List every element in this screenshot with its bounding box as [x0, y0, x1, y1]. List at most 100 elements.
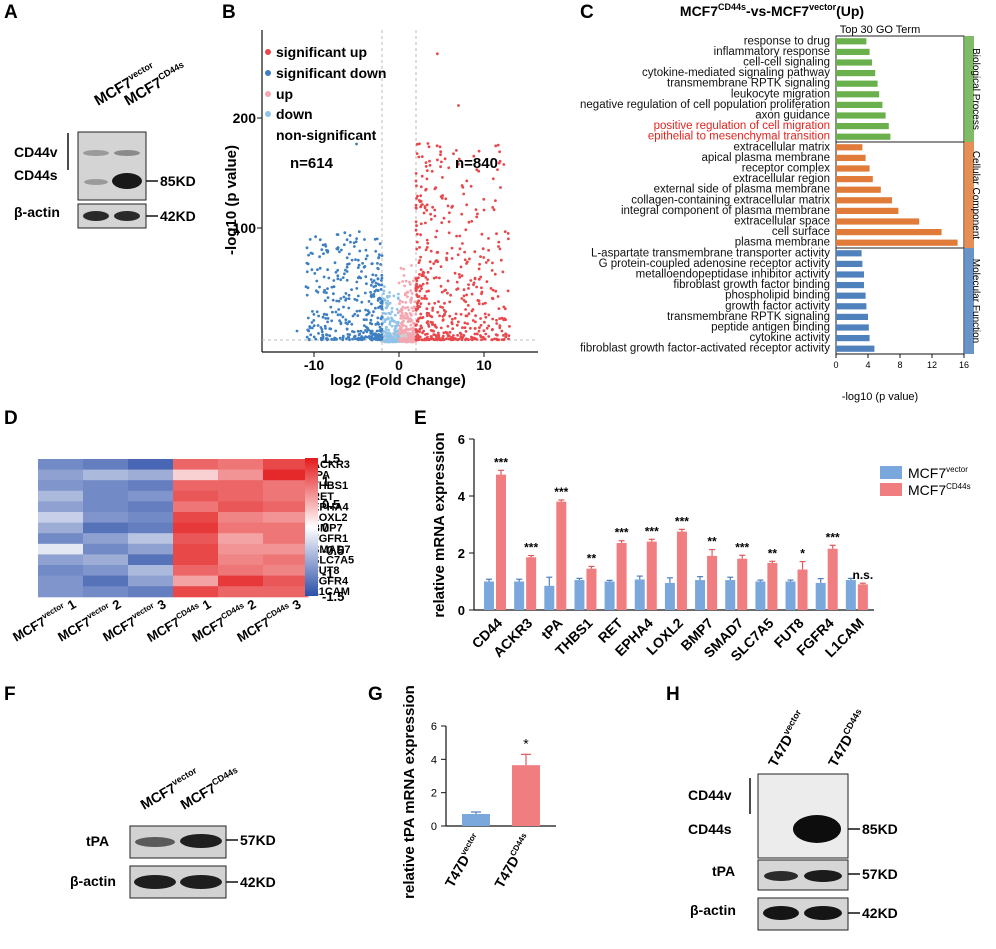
volcano-point [429, 249, 433, 253]
volcano-point [386, 299, 389, 303]
volcano-point [413, 300, 417, 304]
volcano-point [334, 329, 338, 333]
volcano-point [344, 318, 348, 322]
volcano-point [398, 299, 402, 303]
qpcr-bar [616, 543, 627, 610]
go-bar [836, 165, 870, 172]
volcano-point [458, 234, 462, 238]
volcano-point [310, 268, 314, 272]
go-xtick: 4 [865, 360, 870, 370]
panel-label-e: E [414, 408, 427, 429]
volcano-point [477, 299, 481, 303]
blot-a-band [83, 150, 109, 156]
volcano-point [432, 262, 436, 265]
volcano-point [482, 256, 486, 259]
heatmap-cell [38, 522, 84, 534]
volcano-point [355, 298, 359, 302]
volcano-point [480, 338, 483, 342]
qpcr-bar [707, 555, 718, 610]
volcano-point [456, 287, 460, 291]
volcano-point [376, 289, 380, 292]
volcano-point [437, 300, 440, 303]
volcano-point [401, 329, 404, 333]
go-bar [836, 197, 892, 204]
volcano-point [350, 322, 354, 326]
volcano-point [503, 230, 507, 234]
heatmap-cell [218, 512, 264, 524]
volcano-point [318, 285, 321, 289]
heatmap-cell [263, 543, 309, 555]
tpa-category-label: T47DCD44s [491, 831, 535, 891]
volcano-point [440, 196, 444, 200]
volcano-point [436, 310, 440, 314]
heatmap-cell [38, 543, 84, 555]
blot-h-label-cd44v: CD44v [688, 787, 732, 803]
volcano-point [507, 237, 510, 241]
volcano-point [356, 314, 360, 317]
volcano-point [337, 308, 341, 311]
blot-f-marker-42: 42KD [240, 874, 276, 890]
legend-up: up [276, 86, 293, 102]
colorbar-tick: 0 [322, 520, 329, 535]
volcano-point [353, 245, 356, 248]
volcano-point [360, 300, 364, 304]
heatmap-row-label: SLC7A5 [312, 554, 354, 566]
volcano-point [500, 329, 504, 333]
volcano-point [305, 261, 309, 265]
volcano-point [464, 338, 468, 341]
volcano-point [352, 330, 356, 334]
tpa-bar [462, 814, 490, 826]
volcano-point [423, 206, 427, 210]
volcano-point [350, 288, 353, 291]
volcano-point [311, 252, 314, 256]
volcano-point [351, 314, 355, 318]
go-bar [836, 303, 867, 310]
volcano-point [453, 316, 457, 320]
heatmap-cell [38, 533, 84, 545]
volcano-point [417, 295, 421, 298]
panel-label-c: C [580, 2, 594, 23]
volcano-point [365, 313, 368, 317]
volcano-point [414, 203, 418, 207]
volcano-point [419, 222, 423, 226]
legend-swatch-cd44s [880, 483, 902, 496]
volcano-point [365, 318, 368, 322]
volcano-point [323, 288, 326, 292]
volcano-point [363, 238, 366, 241]
volcano-point [402, 274, 406, 277]
volcano-point [463, 326, 467, 329]
volcano-point [418, 142, 421, 146]
volcano-point [494, 289, 498, 293]
tpa-ytick: 4 [431, 754, 437, 766]
volcano-n-up: n=840 [455, 155, 498, 172]
volcano-point [425, 281, 429, 285]
volcano-point [465, 262, 468, 265]
volcano-point [396, 320, 400, 324]
volcano-point [363, 291, 367, 295]
qpcr-bar [586, 568, 597, 610]
volcano-point [367, 300, 371, 303]
volcano-point [463, 258, 467, 262]
volcano-point [319, 326, 323, 329]
tpa-ytick: 6 [431, 721, 437, 733]
volcano-point [502, 305, 506, 309]
volcano-point [379, 288, 383, 291]
volcano-point [406, 290, 409, 294]
volcano-point [417, 155, 421, 159]
volcano-point [392, 319, 396, 323]
tpa-ytick: 0 [431, 821, 437, 833]
volcano-point [345, 327, 349, 331]
volcano-point [399, 340, 403, 343]
volcano-point [429, 212, 432, 216]
go-bar [836, 133, 891, 140]
blot-f: MCF7vector MCF7CD44s tPA β-actin 57KD 42… [70, 765, 276, 899]
volcano-point [437, 331, 440, 335]
volcano-point [349, 240, 352, 244]
blot-h-band [804, 906, 842, 920]
volcano-point [435, 251, 439, 254]
volcano-point [422, 211, 426, 215]
volcano-point [376, 262, 379, 265]
volcano-point [394, 334, 397, 338]
volcano-point [426, 241, 430, 245]
volcano-point [425, 311, 429, 315]
